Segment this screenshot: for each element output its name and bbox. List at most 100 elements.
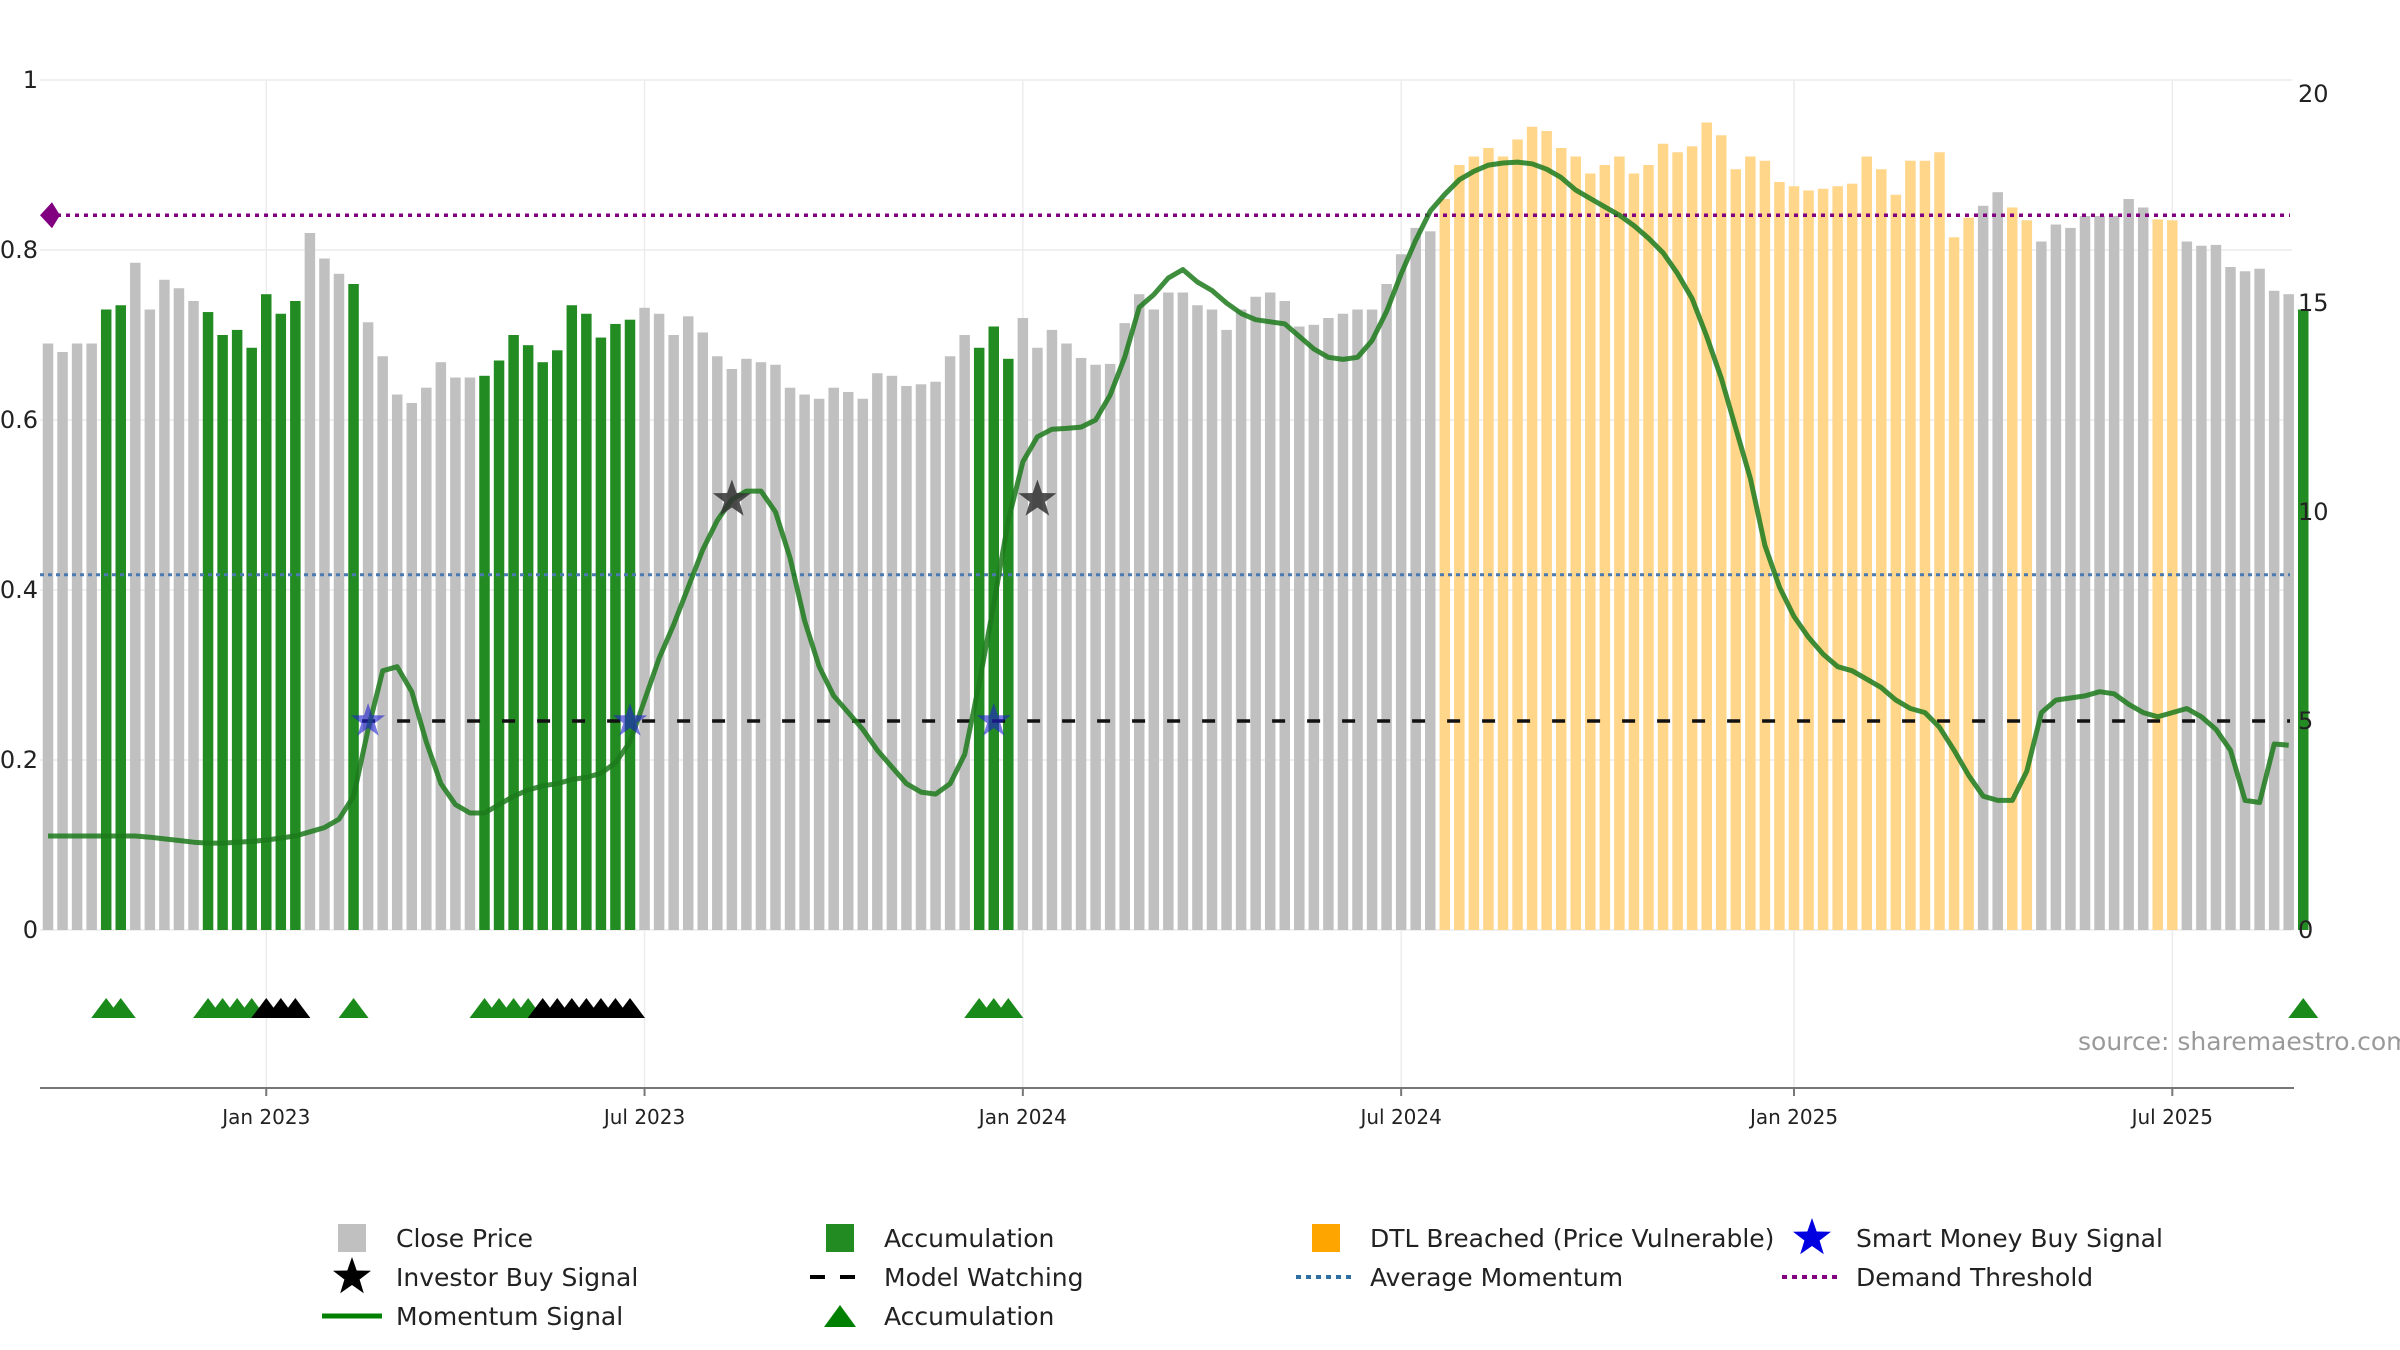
accumulation-bar (246, 347, 257, 930)
close-price-bar (2108, 216, 2120, 930)
legend-marker-triangle (824, 1305, 856, 1327)
left-tick-label: 0.4 (0, 576, 38, 604)
close-price-bar (1410, 227, 1421, 930)
accumulation-bar (973, 347, 985, 930)
close-price-bar (2196, 245, 2207, 930)
accumulation-bar (988, 326, 999, 930)
close-price-bar (1134, 294, 1145, 930)
close-price-bar (319, 258, 330, 930)
investor-buy-triangle (615, 998, 645, 1018)
close-price-bar (2065, 227, 2076, 930)
close-price-bar (1264, 292, 1276, 930)
close-price-bar (1148, 309, 1160, 930)
close-price-bar (1090, 364, 1101, 930)
close-price-bar (2210, 244, 2222, 930)
legend: Close Price Accumulation DTL Breached (Pri… (322, 1218, 2163, 1331)
right-tick-label: 5 (2298, 707, 2313, 735)
legend-label: Investor Buy Signal (396, 1263, 638, 1292)
close-price-bar (2079, 216, 2091, 930)
close-price-bar (159, 279, 170, 930)
close-price-bar (726, 369, 738, 930)
investor-buy-star (712, 479, 751, 516)
right-tick-label: 15 (2298, 289, 2329, 317)
close-price-bar (1381, 284, 1392, 930)
dtl-breached-bar (1832, 186, 1843, 930)
legend-label: Accumulation (884, 1224, 1054, 1253)
close-price-bar (843, 391, 854, 930)
accumulation-triangle (993, 998, 1024, 1018)
close-price-bar (1279, 301, 1290, 930)
close-price-bar (144, 309, 156, 930)
dtl-breached-bar (1526, 126, 1538, 930)
close-price-bar (130, 262, 141, 930)
close-price-bar (1425, 231, 1436, 931)
legend-label: Average Momentum (1370, 1263, 1623, 1292)
close-price-bar (930, 381, 941, 930)
close-price-bar (959, 335, 970, 930)
accumulation-bar (2298, 309, 2309, 930)
dtl-breached-bar (1614, 156, 1625, 930)
x-tick-label: Jul 2024 (1358, 1105, 1441, 1129)
close-price-bar (1061, 343, 1072, 930)
dtl-breached-bar (1657, 143, 1669, 930)
x-tick-label: Jan 2024 (977, 1105, 1067, 1129)
legend-marker-square (338, 1224, 366, 1252)
right-tick-label: 0 (2298, 916, 2313, 944)
close-price-bar (57, 352, 68, 930)
close-price-bar (1366, 309, 1378, 930)
smart-money-buy-star (976, 703, 1011, 736)
close-price-bar (1395, 254, 1407, 930)
dtl-breached-bar (1672, 152, 1683, 930)
investor-buy-triangle (280, 998, 311, 1018)
dtl-breached-bar (1483, 148, 1494, 930)
left-tick-label: 0.2 (0, 746, 38, 774)
legend-label: Accumulation (884, 1302, 1054, 1331)
dtl-breached-bar (1803, 190, 1814, 930)
close-price-bar (828, 387, 839, 930)
dtl-breached-bar (1686, 146, 1698, 931)
close-price-bar (450, 377, 461, 930)
close-price-bar (668, 335, 679, 930)
dtl-breached-bar (1774, 182, 1785, 930)
close-price-bar (1250, 296, 1261, 930)
legend-label: Smart Money Buy Signal (1856, 1224, 2163, 1253)
dtl-breached-bar (1585, 173, 1596, 930)
close-price-bar (1192, 305, 1203, 930)
close-price-bar (2137, 207, 2149, 930)
close-price-bar (682, 316, 694, 930)
accumulation-bar (202, 312, 214, 930)
dtl-breached-bar (1730, 169, 1742, 930)
close-price-bar (362, 322, 374, 930)
close-price-bar (1017, 318, 1029, 930)
dtl-breached-bar (1716, 135, 1727, 930)
x-tick-label: Jul 2023 (602, 1105, 685, 1129)
close-price-bar (333, 273, 345, 930)
close-price-bar (915, 384, 927, 930)
close-price-bar (872, 373, 883, 930)
close-price-bar (1308, 324, 1320, 930)
dtl-breached-bar (1555, 148, 1567, 930)
accumulation-bar (100, 309, 112, 930)
close-price-bar (2254, 268, 2265, 930)
dtl-breached-bar (1643, 165, 1654, 930)
accumulation-bar (348, 284, 359, 930)
close-price-bar (1977, 205, 1989, 931)
close-price-bar (1206, 309, 1218, 930)
close-price-bar (2123, 199, 2134, 930)
dtl-breached-bar (1497, 156, 1509, 930)
legend-label: Demand Threshold (1856, 1263, 2093, 1292)
close-price-bar (741, 358, 752, 930)
close-price-bar (464, 377, 476, 930)
close-price-bar (188, 301, 199, 930)
signal-stars (351, 479, 1057, 736)
dtl-breached-bar (1861, 156, 1872, 930)
close-price-bar (799, 394, 810, 930)
accumulation-bar (217, 335, 228, 930)
close-price-bar (71, 343, 83, 930)
dtl-breached-bar (1890, 194, 1902, 930)
close-price-bar (2283, 294, 2294, 930)
close-price-bar (1323, 318, 1334, 930)
dtl-breached-bar (1701, 122, 1712, 930)
accumulation-triangle (105, 998, 136, 1018)
